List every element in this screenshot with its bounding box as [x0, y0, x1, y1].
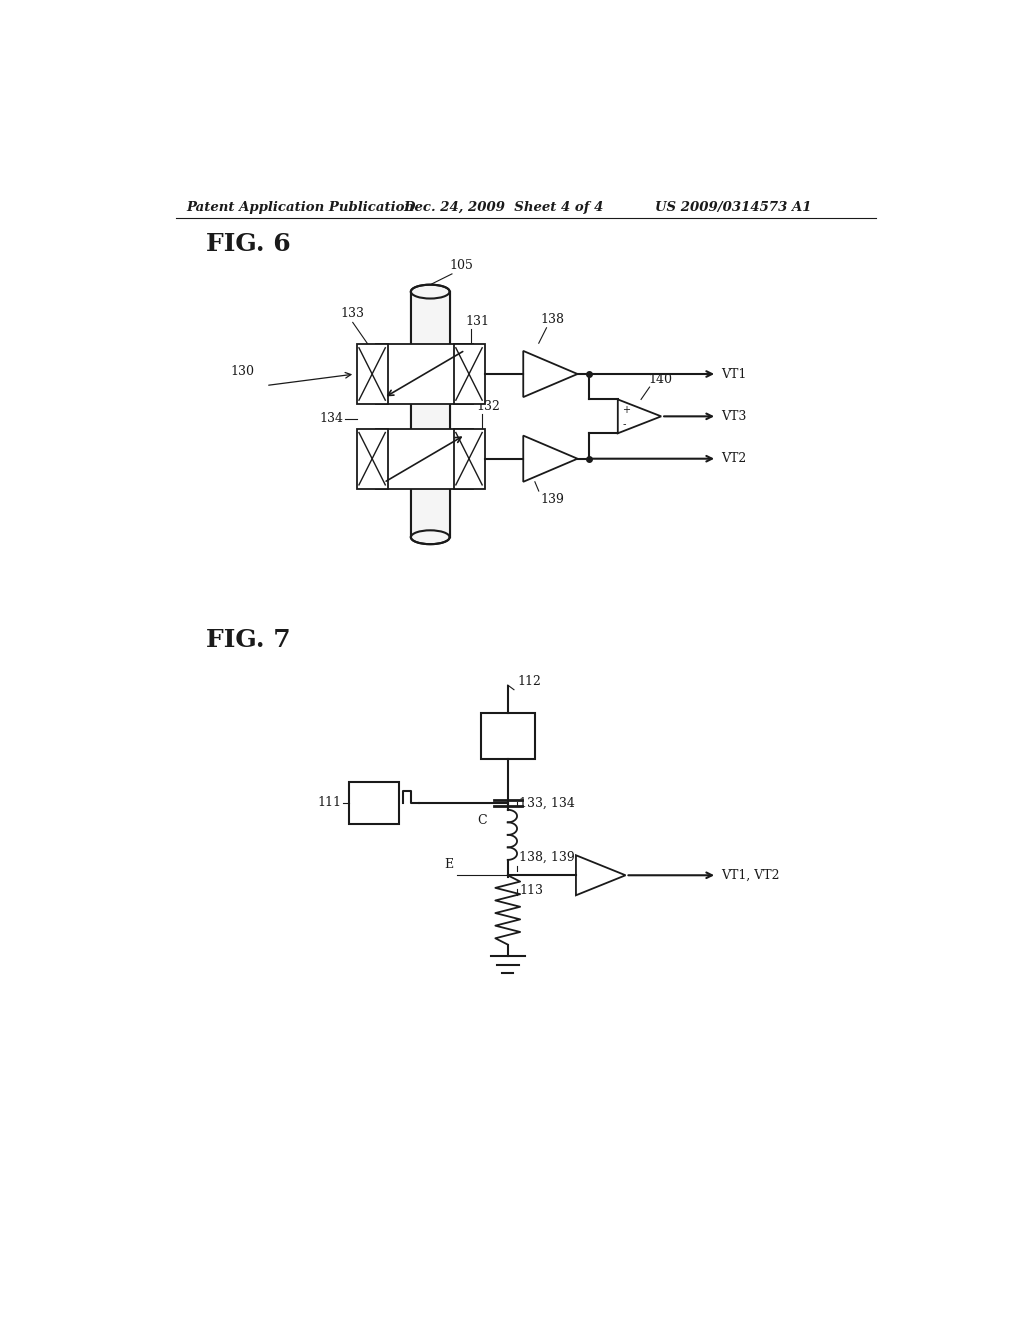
- Text: 105: 105: [450, 259, 473, 272]
- Bar: [356, 429, 388, 488]
- Text: +: +: [623, 405, 631, 416]
- Text: FIG. 6: FIG. 6: [206, 231, 290, 256]
- Text: US 2009/0314573 A1: US 2009/0314573 A1: [655, 201, 811, 214]
- Text: Patent Application Publication: Patent Application Publication: [186, 201, 415, 214]
- Text: 138: 138: [541, 313, 564, 326]
- Text: 133, 134: 133, 134: [519, 797, 575, 810]
- Bar: [480, 713, 535, 759]
- Text: 132: 132: [477, 400, 501, 412]
- Text: VT3: VT3: [721, 409, 746, 422]
- Text: 138, 139: 138, 139: [519, 850, 575, 863]
- Text: 134: 134: [319, 412, 343, 425]
- Text: VT1, VT2: VT1, VT2: [721, 869, 779, 882]
- Text: Dec. 24, 2009  Sheet 4 of 4: Dec. 24, 2009 Sheet 4 of 4: [403, 201, 603, 214]
- Bar: [356, 345, 388, 404]
- Text: VT1: VT1: [721, 367, 746, 380]
- Bar: [376, 345, 473, 404]
- Text: E: E: [444, 858, 454, 871]
- Bar: [412, 292, 449, 537]
- Bar: [376, 429, 473, 488]
- Text: 139: 139: [541, 494, 564, 507]
- Text: 111: 111: [317, 796, 341, 809]
- Text: 113: 113: [519, 884, 544, 898]
- Bar: [454, 429, 484, 488]
- Text: 130: 130: [230, 364, 255, 378]
- Bar: [349, 781, 399, 825]
- Text: VT2: VT2: [721, 453, 746, 465]
- Bar: [411, 292, 450, 537]
- Text: -: -: [623, 418, 626, 429]
- Text: 140: 140: [649, 372, 673, 385]
- Text: FIG. 7: FIG. 7: [206, 628, 290, 652]
- Bar: [454, 345, 484, 404]
- Ellipse shape: [411, 285, 450, 298]
- Text: C: C: [477, 814, 486, 828]
- Text: 133: 133: [341, 308, 365, 321]
- Text: 112: 112: [517, 675, 541, 688]
- Ellipse shape: [411, 531, 450, 544]
- Text: 131: 131: [465, 314, 489, 327]
